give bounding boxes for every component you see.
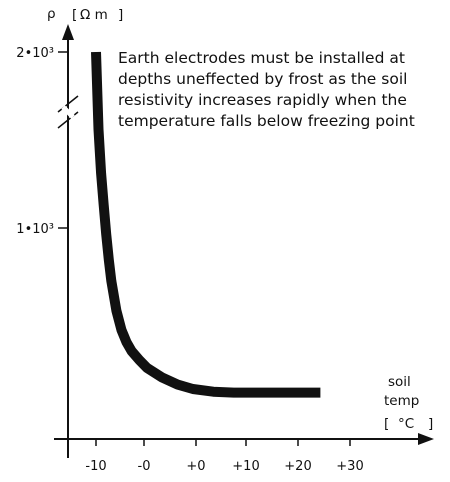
axes	[54, 24, 434, 458]
x-tick-label: +30	[336, 459, 363, 474]
y-axis-break	[57, 95, 79, 129]
x-axis-label-line-2: temp	[384, 393, 419, 409]
x-axis-unit-bracket-right: ]	[428, 416, 433, 432]
x-tick-label: +10	[232, 459, 259, 474]
x-axis-label-line-1: soil	[388, 374, 411, 390]
x-axis-unit: °C	[398, 416, 414, 432]
x-tick-label: +20	[284, 459, 311, 474]
annotation-line-1: Earth electrodes must be installed at	[118, 49, 405, 67]
y-axis-unit: Ω m	[80, 7, 108, 23]
y-axis-label: ρ	[47, 6, 56, 22]
x-tick-label: -0	[138, 459, 151, 474]
annotation-line-3: resistivity increases rapidly when the	[118, 91, 407, 109]
annotation-line-4: temperature falls below freezing point	[118, 112, 415, 130]
x-ticks: -10 -0 +0 +10 +20 +30	[85, 439, 364, 474]
y-ticks: 1•10³ 2•10³	[16, 46, 68, 237]
x-axis-arrowhead	[418, 433, 434, 445]
annotation-line-2: depths uneffected by frost as the soil	[118, 70, 407, 88]
y-axis-arrowhead	[62, 24, 74, 40]
y-axis-unit-bracket-right: ]	[118, 7, 123, 23]
x-tick-label: +0	[186, 459, 205, 474]
resistivity-curve	[91, 51, 321, 398]
annotation-text: Earth electrodes must be installed at dep…	[118, 49, 415, 130]
y-tick-label: 1•10³	[16, 222, 54, 237]
series	[91, 51, 321, 398]
y-axis-unit-bracket-left: [	[72, 7, 77, 23]
x-tick-label: -10	[85, 459, 106, 474]
y-tick-label: 2•10³	[16, 46, 54, 61]
x-axis-unit-bracket-left: [	[384, 416, 389, 432]
